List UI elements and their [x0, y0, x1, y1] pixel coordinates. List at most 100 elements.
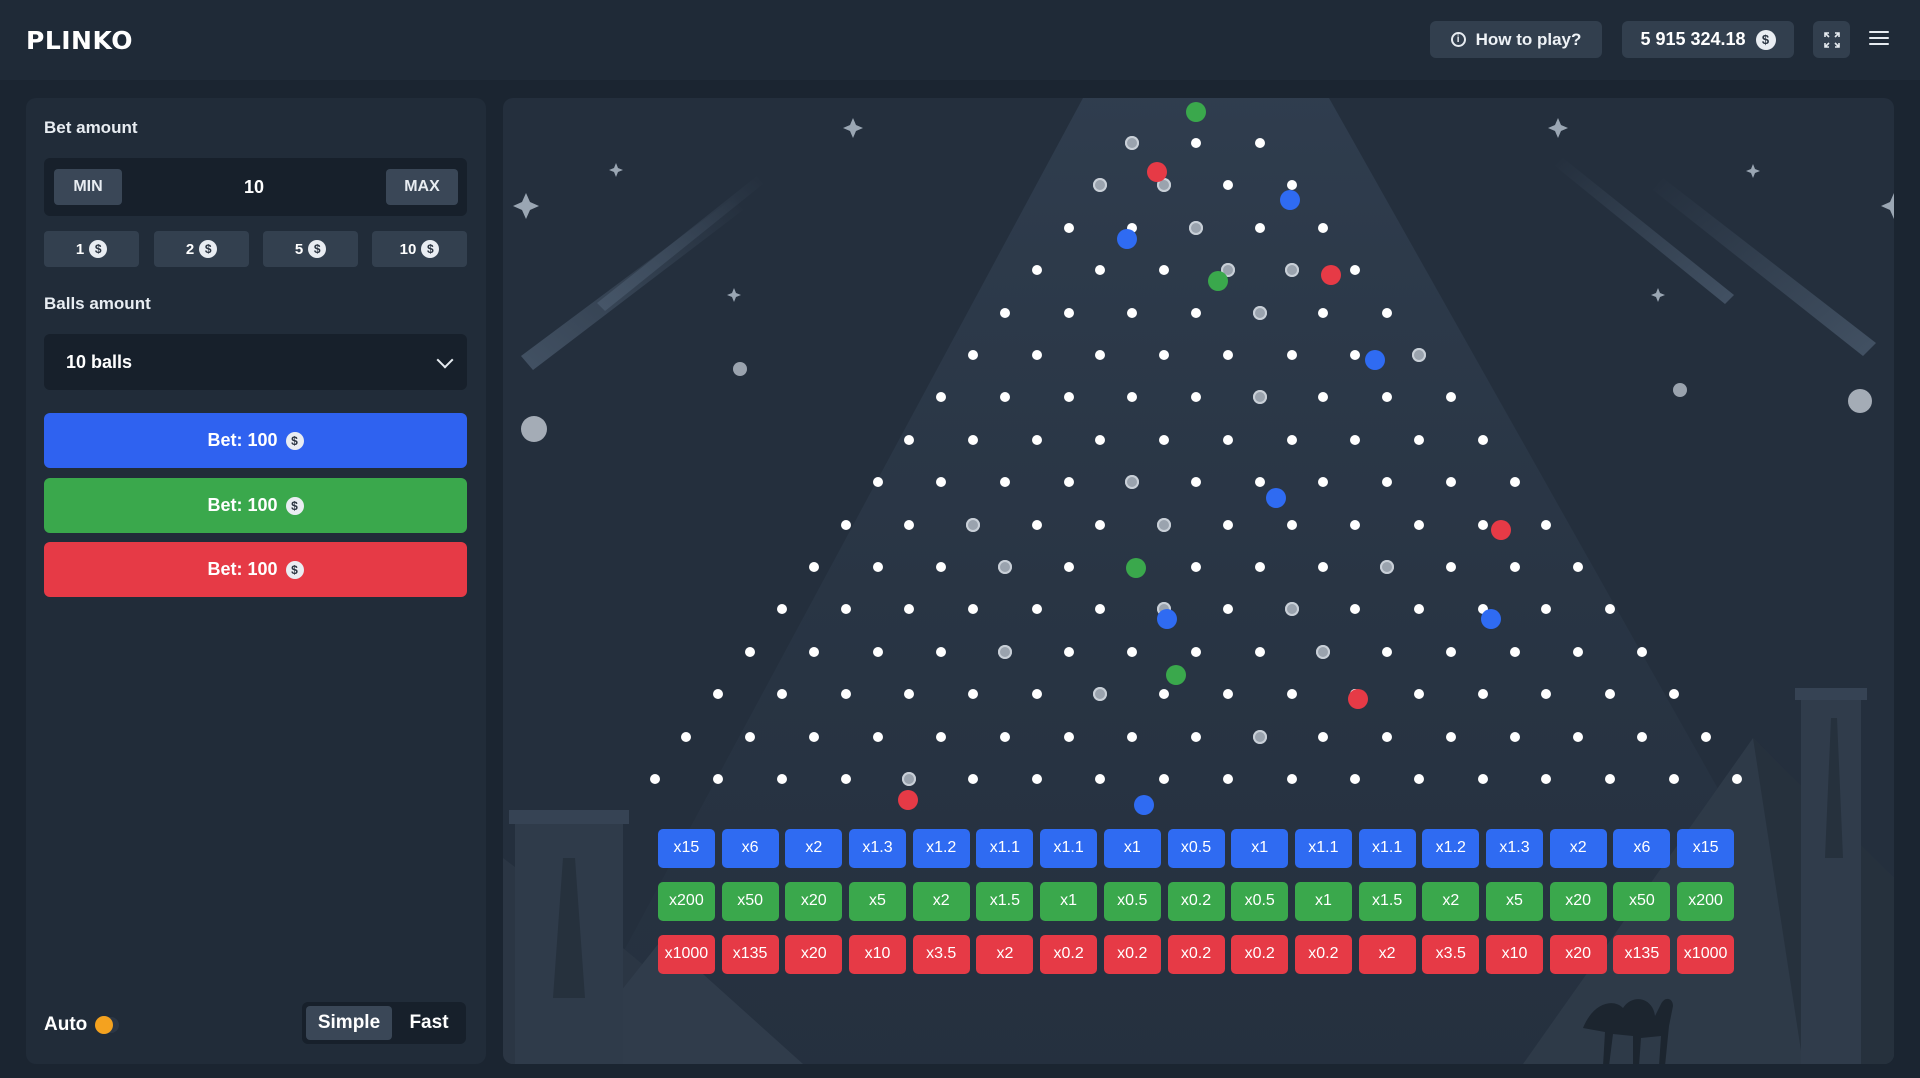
peg: [1125, 136, 1140, 150]
peg: [1063, 307, 1074, 318]
bet-amount-input[interactable]: MIN 10 MAX: [44, 158, 467, 216]
peg: [1252, 305, 1267, 320]
peg: [840, 689, 851, 700]
red-ball: [1321, 265, 1341, 285]
peg: [999, 392, 1010, 403]
peg: [1382, 731, 1393, 742]
peg: [808, 562, 819, 572]
red-ball: [898, 790, 918, 810]
coin-icon: $: [285, 560, 304, 579]
quick-bet-10-button[interactable]: 10 $: [372, 231, 467, 267]
fullscreen-button[interactable]: [1813, 21, 1850, 58]
bet-red-button[interactable]: Bet: 100 $: [44, 542, 467, 597]
how-to-play-button[interactable]: i How to play?: [1430, 21, 1602, 58]
green-multiplier-slot: x5: [849, 881, 906, 921]
peg: [1095, 434, 1106, 445]
blue-ball: [1365, 350, 1385, 370]
peg: [968, 350, 979, 360]
red-multiplier-slot: x1000: [657, 934, 715, 974]
green-multiplier-slot: x1: [1294, 881, 1352, 921]
peg: [1095, 774, 1106, 784]
peg: [936, 477, 947, 488]
bet-button-label: Bet: 100: [207, 495, 278, 515]
coin-icon: $: [285, 496, 304, 515]
peg: [1222, 689, 1233, 700]
peg: [840, 519, 851, 530]
bet-button-label: Bet: 100: [207, 559, 278, 579]
peg: [1445, 477, 1456, 488]
quick-bet-2-button[interactable]: 2 $: [154, 231, 249, 267]
blue-multiplier-slot: x1.1: [1294, 828, 1352, 868]
peg: [1157, 517, 1172, 532]
green-multiplier-slot: x50: [721, 881, 779, 921]
balls-amount-select[interactable]: 10 balls: [44, 334, 467, 390]
blue-multiplier-slot: x1.2: [1422, 828, 1480, 868]
max-bet-button[interactable]: MAX: [386, 169, 458, 205]
peg: [1350, 265, 1361, 276]
peg: [1125, 475, 1140, 490]
peg: [1191, 307, 1201, 318]
peg: [936, 646, 947, 657]
blue-multiplier-slot: x6: [721, 828, 779, 868]
mode-simple-button[interactable]: Simple: [306, 1006, 392, 1040]
peg: [1509, 562, 1520, 572]
red-multiplier-slot: x0.2: [1103, 934, 1161, 974]
peg: [1159, 434, 1170, 445]
peg: [1509, 477, 1520, 488]
auto-switch[interactable]: [95, 1016, 120, 1034]
bet-panel: Bet amount MIN 10 MAX 1 $ 2 $ 5 $ 10 $ Balls…: [26, 98, 486, 1064]
peg: [1252, 390, 1267, 405]
hamburger-menu-icon[interactable]: [1866, 27, 1892, 51]
peg: [1191, 731, 1201, 742]
bet-amount-value[interactable]: 10: [243, 176, 265, 197]
blue-multiplier-slot: x1.1: [1040, 828, 1098, 868]
peg: [1189, 220, 1203, 235]
peg: [1254, 477, 1265, 488]
green-multiplier-slot: x20: [785, 881, 843, 921]
peg: [968, 604, 979, 615]
mode-fast-button[interactable]: Fast: [409, 1012, 449, 1033]
peg: [1063, 562, 1074, 572]
peg: [1318, 477, 1329, 488]
min-bet-button[interactable]: MIN: [54, 169, 122, 205]
fullscreen-icon: [1823, 31, 1840, 48]
peg: [872, 562, 883, 572]
coin-icon: $: [421, 240, 440, 258]
peg: [1191, 477, 1201, 488]
peg: [1286, 350, 1297, 360]
green-multiplier-slot: x0.2: [1167, 881, 1225, 921]
blue-multiplier-slot: x0.5: [1167, 828, 1225, 868]
plinko-board: x15 x6 x2 x1.3 x1.2 x1.1 x1.1 x1 x0.5 x1 x1.1 x1.1 x…: [503, 98, 1894, 1064]
green-multiplier-slot: x1.5: [976, 881, 1034, 921]
peg: [1445, 646, 1456, 657]
balls-amount-label: Balls amount: [44, 294, 151, 313]
green-ball: [1186, 102, 1206, 122]
peg: [1477, 434, 1488, 445]
peg: [1284, 602, 1299, 617]
quick-bet-5-button[interactable]: 5 $: [263, 231, 358, 267]
blue-multiplier-slot: x1.2: [912, 828, 970, 868]
red-multiplier-slot: x0.2: [1167, 934, 1225, 974]
peg: [1350, 519, 1361, 530]
green-ball: [1208, 271, 1228, 291]
bet-green-button[interactable]: Bet: 100 $: [44, 478, 467, 533]
peg: [936, 562, 947, 572]
peg: [1413, 689, 1424, 700]
bet-blue-button[interactable]: Bet: 100 $: [44, 413, 467, 468]
peg: [1382, 646, 1393, 657]
peg: [1286, 180, 1297, 191]
red-ball: [1147, 162, 1167, 182]
peg: [1318, 307, 1329, 318]
red-ball: [1348, 689, 1368, 709]
info-icon: i: [1450, 32, 1466, 47]
peg: [1063, 222, 1074, 233]
peg: [713, 774, 724, 784]
peg: [1063, 477, 1074, 488]
blue-multiplier-slot: x1.1: [976, 828, 1034, 868]
peg: [904, 604, 915, 615]
peg: [1127, 731, 1138, 742]
quick-bet-1-button[interactable]: 1 $: [44, 231, 139, 267]
peg: [840, 604, 851, 615]
green-multiplier-slot: x2: [912, 881, 970, 921]
auto-toggle[interactable]: Auto: [44, 1014, 120, 1036]
